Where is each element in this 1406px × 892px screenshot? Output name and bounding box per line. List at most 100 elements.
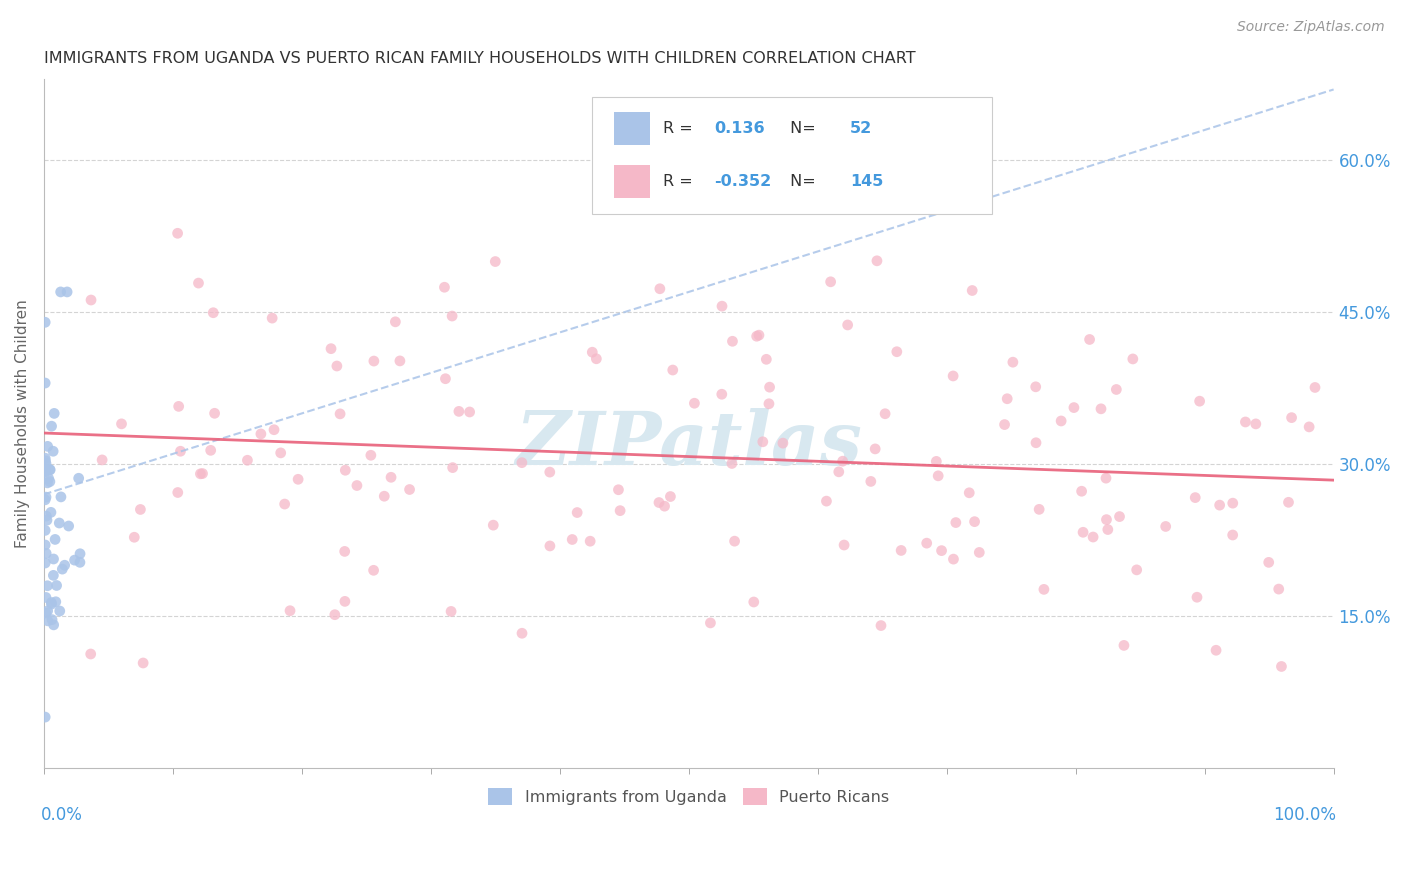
Point [34, 492, 56, 507]
Point [200, 443, 222, 458]
Point [42, 444, 65, 458]
Point [1122, 351, 1144, 366]
Point [875, 407, 897, 421]
Point [80, 647, 103, 661]
Point [346, 478, 368, 492]
Point [35, 513, 58, 527]
Text: 145: 145 [851, 174, 883, 189]
Bar [614, 112, 650, 145]
Point [1125, 563, 1147, 577]
Point [48, 516, 70, 530]
Point [39, 463, 62, 477]
Point [329, 407, 352, 421]
FancyBboxPatch shape [592, 96, 991, 213]
Point [1244, 417, 1267, 431]
Point [42, 568, 65, 582]
Point [441, 460, 464, 475]
Point [287, 472, 309, 486]
Point [538, 465, 561, 479]
Point [333, 594, 356, 608]
Point [91, 453, 114, 467]
Point [927, 468, 949, 483]
Point [270, 446, 292, 460]
Point [1112, 639, 1135, 653]
Point [110, 417, 132, 431]
Point [69, 547, 91, 561]
Point [957, 485, 980, 500]
Point [67, 471, 90, 485]
Point [38, 475, 60, 489]
Point [758, 397, 780, 411]
Point [35, 490, 58, 504]
Point [1050, 414, 1073, 428]
Point [828, 465, 851, 479]
Point [41, 595, 63, 609]
Point [661, 363, 683, 377]
Point [1298, 420, 1320, 434]
Point [815, 494, 838, 508]
Point [1095, 471, 1118, 485]
Point [482, 518, 505, 533]
Point [58, 519, 80, 533]
Point [41, 597, 63, 611]
Point [441, 309, 464, 323]
Point [758, 380, 780, 394]
Point [35, 591, 58, 605]
Point [363, 354, 385, 368]
Point [1032, 582, 1054, 597]
Point [699, 615, 721, 630]
Point [363, 563, 385, 577]
Point [866, 253, 889, 268]
Point [1154, 519, 1177, 533]
Point [333, 544, 356, 558]
Point [721, 457, 744, 471]
Point [49, 604, 72, 618]
Point [659, 490, 682, 504]
Point [1257, 555, 1279, 569]
Point [360, 448, 382, 462]
Point [34, 524, 56, 538]
Point [273, 497, 295, 511]
Point [384, 315, 406, 329]
Point [447, 404, 470, 418]
Point [326, 359, 349, 373]
Point [1222, 528, 1244, 542]
Point [721, 334, 744, 349]
Point [755, 352, 778, 367]
Point [963, 515, 986, 529]
Point [236, 453, 259, 467]
Point [166, 485, 188, 500]
Point [34, 315, 56, 329]
Point [925, 454, 948, 468]
Text: R =: R = [664, 121, 697, 136]
Point [1303, 380, 1326, 394]
Point [748, 328, 770, 343]
Point [319, 342, 342, 356]
Point [832, 538, 855, 552]
Point [262, 311, 284, 326]
Point [167, 400, 190, 414]
Point [124, 530, 146, 544]
Point [34, 376, 56, 390]
Point [870, 618, 893, 632]
Point [1208, 498, 1230, 512]
Point [993, 417, 1015, 432]
Point [648, 495, 671, 509]
Text: 100.0%: 100.0% [1274, 805, 1336, 823]
Point [41, 419, 63, 434]
Point [648, 282, 671, 296]
Point [37, 614, 59, 628]
Point [1063, 401, 1085, 415]
Point [711, 299, 734, 313]
Y-axis label: Family Households with Children: Family Households with Children [15, 299, 30, 548]
Point [1105, 383, 1128, 397]
Point [742, 595, 765, 609]
Point [42, 552, 65, 566]
Point [42, 618, 65, 632]
Point [995, 392, 1018, 406]
Point [609, 503, 631, 517]
Point [1071, 525, 1094, 540]
Point [538, 539, 561, 553]
Point [1090, 401, 1112, 416]
Text: 52: 52 [851, 121, 872, 136]
